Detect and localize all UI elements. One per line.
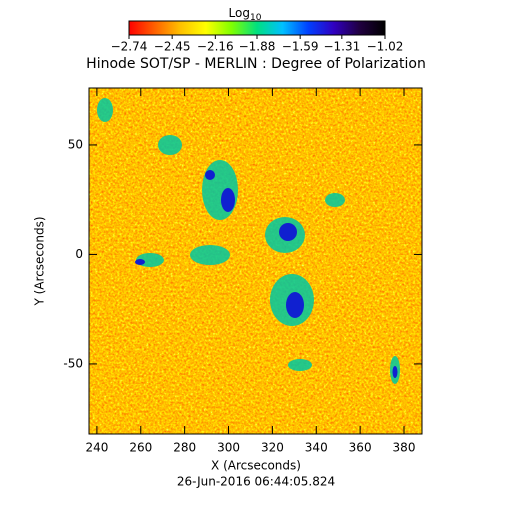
colorbar-title-sub: 10 [250,13,262,23]
x-tick-label: 320 [261,441,284,455]
colorbar-tick-label: −1.59 [282,40,319,54]
date-label: 26-Jun-2016 06:44:05.824 [177,475,335,489]
x-tick-label: 240 [85,441,108,455]
x-tick-label: 340 [305,441,328,455]
colorbar-title: Log10 [229,6,262,23]
x-tick-label: 360 [349,441,372,455]
y-tick-label: 50 [68,137,83,151]
x-tick-label: 260 [129,441,152,455]
colorbar-tick-label: −1.31 [323,40,360,54]
x-tick-label: 280 [173,441,196,455]
plot-frame [88,87,423,435]
colorbar [128,20,386,36]
colorbar-tick-label: −2.16 [197,40,234,54]
colorbar-tick-label: −2.45 [154,40,191,54]
colorbar-tick-label: −1.02 [367,40,404,54]
x-tick-label: 300 [217,441,240,455]
x-axis-label: X (Arcseconds) [211,459,301,473]
y-axis-label: Y (Arcseconds) [33,216,47,306]
x-tick-label: 380 [393,441,416,455]
y-tick-label: 0 [75,247,83,261]
colorbar-tick-label: −1.88 [239,40,276,54]
colorbar-title-main: Log [229,6,250,20]
y-tick-label: -50 [63,356,83,370]
image-texture [89,88,422,434]
chart-title: Hinode SOT/SP - MERLIN : Degree of Polar… [86,56,426,72]
colorbar-tick-label: −2.74 [111,40,148,54]
